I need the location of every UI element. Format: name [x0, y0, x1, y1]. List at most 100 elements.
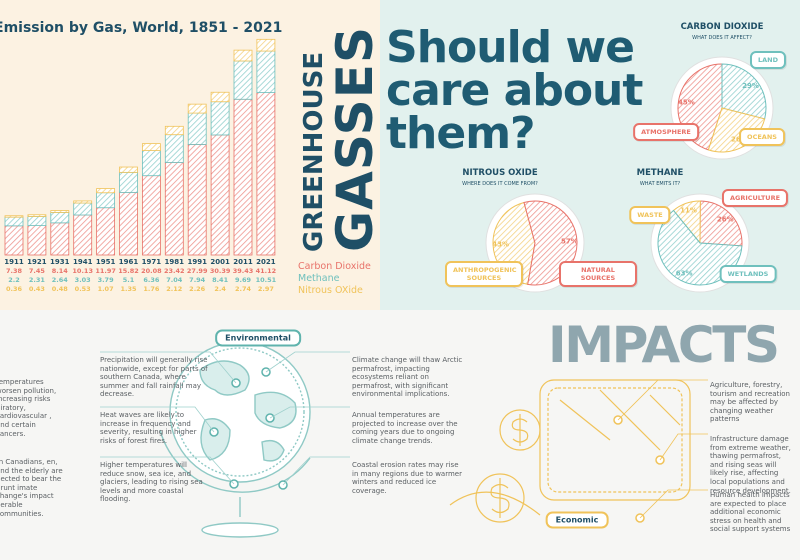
bar-segment	[141, 150, 161, 177]
bar-segment	[4, 215, 24, 218]
pie-percent: 63%	[676, 270, 693, 278]
value-label: 8.41	[212, 276, 229, 284]
note: Human health impacts are expected to pla…	[710, 491, 791, 534]
x-tick-label: 2021	[256, 258, 276, 266]
section-label: Economic	[545, 511, 609, 529]
bar-segment	[50, 212, 70, 224]
headline-question: them?	[386, 108, 535, 159]
x-tick-label: 1951	[96, 258, 116, 266]
value-label: 10.13	[72, 267, 93, 275]
x-tick-label: 1991	[187, 258, 207, 266]
value-label: 6.36	[143, 276, 160, 284]
bar-segment	[164, 134, 184, 163]
note: Infrastructure damage from extreme weath…	[710, 435, 791, 495]
slice-label: LAND	[749, 51, 787, 69]
value-label: 2.26	[189, 285, 206, 293]
legend-entry: Nitrous OXide	[298, 285, 363, 296]
value-label: 2.97	[258, 285, 274, 293]
bar-segment	[119, 166, 138, 173]
value-label: 3.79	[98, 276, 115, 284]
connectors	[100, 351, 350, 486]
value-label: 41.12	[256, 267, 277, 275]
bar-segment	[27, 214, 47, 217]
pie-subtitle: WHAT EMITS IT?	[640, 181, 681, 187]
section-label: Environmental	[215, 329, 301, 347]
legend-entry: Methane	[298, 273, 340, 284]
bar-segment	[73, 202, 93, 216]
bar-segment	[187, 112, 207, 145]
economic-illustration	[449, 379, 691, 523]
value-label: 15.82	[118, 267, 139, 275]
note: Precipitation will generally rise nation…	[100, 356, 208, 399]
value-label: 1.76	[143, 285, 160, 293]
value-label: 0.48	[52, 285, 69, 293]
economic-connectors	[617, 379, 708, 519]
note: rn Canadians, en, and the elderly are pe…	[0, 458, 63, 518]
pie-percent: 57%	[561, 237, 578, 245]
headline-vertical: GASSES	[326, 27, 384, 252]
value-label: 27.99	[187, 267, 208, 275]
headline-vertical: GREENHOUSE	[299, 52, 329, 252]
bar-segment	[27, 225, 47, 256]
value-label: 10.51	[256, 276, 277, 284]
x-tick-label: 1941	[73, 258, 93, 266]
x-tick-label: 1931	[50, 258, 70, 266]
pie-title: NITROUS OXIDE	[462, 168, 538, 178]
slice-label: WASTE	[629, 206, 671, 224]
note: Annual temperatures are projected to inc…	[352, 411, 458, 445]
bar-segment	[187, 103, 207, 114]
value-label: 20.08	[141, 267, 162, 275]
bar-segment	[233, 98, 253, 256]
bar-segment	[96, 207, 115, 256]
pie-title: CARBON DIOXIDE	[681, 22, 764, 32]
bar-segment	[256, 92, 276, 256]
legend-entry: Carbon Dioxide	[298, 261, 371, 272]
globe	[159, 341, 311, 538]
slice-label: NATURAL SOURCES	[559, 261, 637, 287]
slice-label: AGRICULTURE	[721, 189, 789, 207]
bar-segment	[210, 101, 230, 136]
value-label: 0.43	[29, 285, 45, 293]
chart-title: Emission by Gas, World, 1851 - 2021	[0, 20, 282, 36]
slice-label: OCEANS	[739, 128, 785, 146]
headline-question: Should we	[386, 22, 634, 73]
pie-percent: 45%	[678, 98, 695, 106]
bar-segment	[96, 188, 115, 194]
value-label: 3.03	[75, 276, 91, 284]
bar-segment	[141, 143, 161, 151]
value-label: 2.12	[166, 285, 182, 293]
pie-percent: 43%	[492, 241, 509, 249]
pie-percent: 26%	[717, 216, 734, 224]
pie-percent: 29%	[742, 82, 759, 90]
impacts-title: IMPACTS	[548, 316, 780, 374]
value-label: 7.94	[189, 276, 206, 284]
note: Higher temperatures will reduce snow, se…	[100, 461, 203, 504]
pie-slice	[721, 63, 767, 120]
value-label: 2.64	[52, 276, 69, 284]
bar-segment	[210, 91, 230, 103]
bar-segment	[187, 144, 207, 256]
x-tick-label: 1911	[4, 258, 24, 266]
value-label: 7.38	[6, 267, 23, 275]
value-label: 2.31	[29, 276, 46, 284]
bar-segment	[119, 171, 138, 193]
bar-segment	[27, 216, 47, 226]
bar-segment	[141, 175, 161, 256]
value-label: 8.14	[52, 267, 69, 275]
pie-percent: 11%	[680, 207, 697, 215]
note: temperatures worsen pollution, increasin…	[0, 378, 57, 438]
value-label: 7.45	[29, 267, 46, 275]
pie-subtitle: WHERE DOES IT COME FROM?	[462, 181, 538, 187]
bar-segment	[4, 225, 24, 256]
bar-segment	[210, 134, 230, 256]
bar-segment	[256, 50, 276, 93]
pie-slice	[699, 200, 743, 247]
bar-segment	[233, 49, 253, 62]
slice-label: ANTHROPOGENIC SOURCES	[445, 261, 523, 287]
note: Heat waves are likely to increase in fre…	[100, 411, 197, 445]
bar-segment	[50, 222, 70, 256]
value-label: 0.36	[6, 285, 23, 293]
value-label: 2.74	[235, 285, 252, 293]
bar-segment	[233, 60, 253, 100]
